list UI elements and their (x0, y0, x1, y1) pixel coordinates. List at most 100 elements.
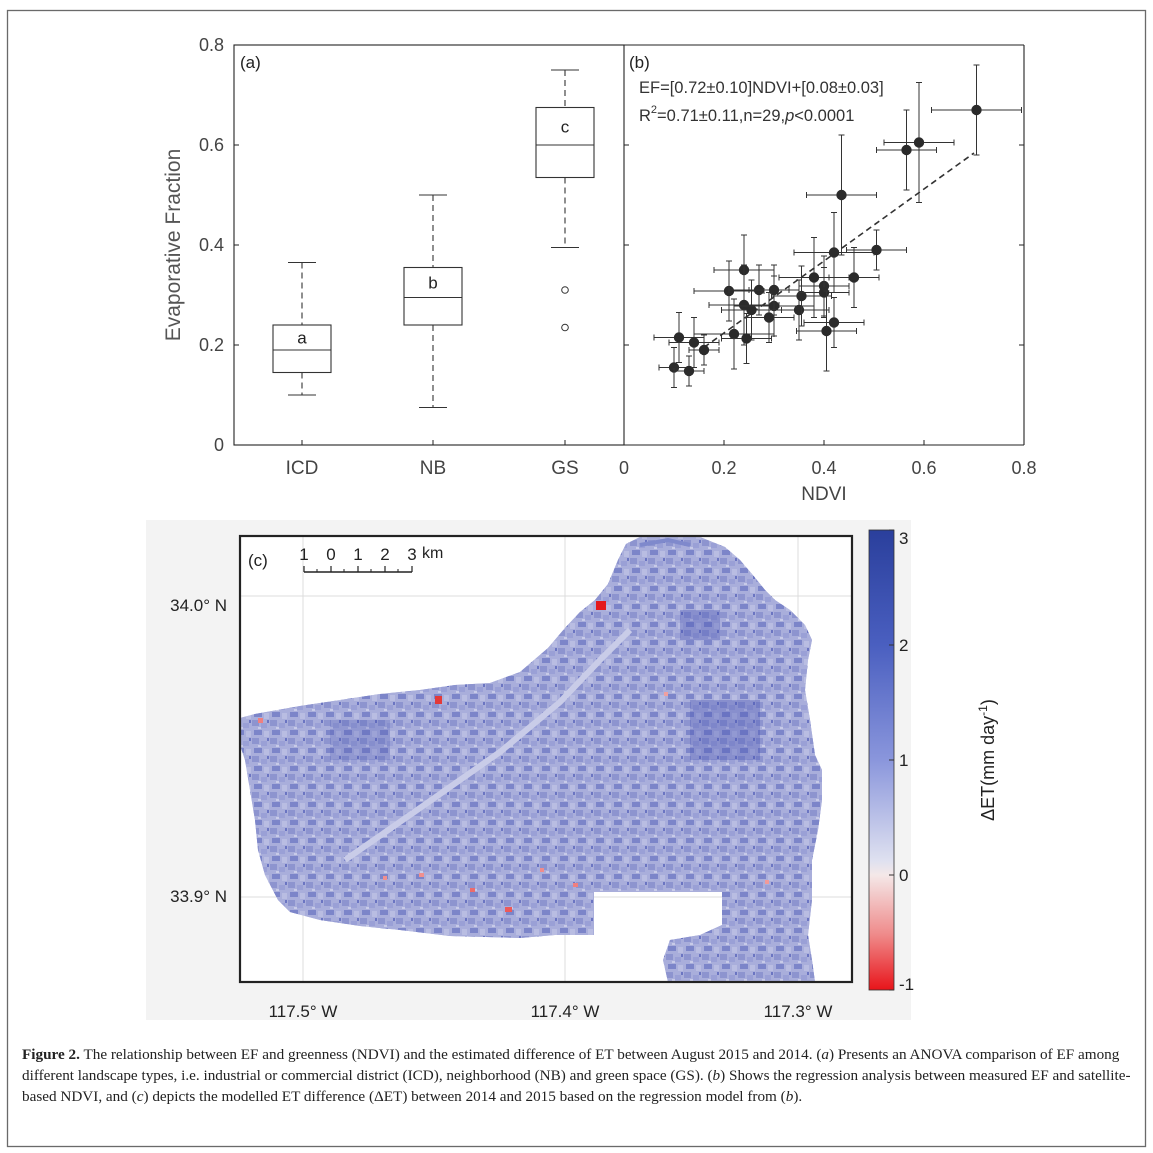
point-marker (818, 287, 830, 298)
hotspot (470, 888, 475, 892)
y-tick-label: 0.4 (199, 235, 224, 255)
scale-unit: km (422, 545, 443, 562)
iqr-box (403, 266, 463, 326)
data-point (688, 334, 720, 366)
caption-text: ) Shows the regression analysis between … (22, 1067, 1131, 1105)
figure-number: Figure 2. (22, 1046, 80, 1063)
r-symbol: R (639, 107, 651, 125)
scale-number: 0 (326, 545, 335, 564)
figure-caption: Figure 2. The relationship between EF an… (22, 1044, 1137, 1107)
scale-number: 3 (407, 545, 416, 564)
delta-et-raster (240, 537, 822, 982)
hotspot (596, 601, 606, 610)
x-tick-label: 0.6 (911, 458, 936, 478)
data-point (828, 247, 880, 308)
colorbar-label: ΔET(mm day-1) (976, 699, 998, 821)
point-marker (698, 344, 710, 356)
data-point (658, 347, 690, 388)
caption-ref-b: b (785, 1088, 794, 1105)
data-point (693, 298, 775, 370)
colorbar-tick-label: 1 (899, 751, 908, 770)
point-marker (673, 332, 685, 343)
colorbar-tick-label: 2 (899, 636, 908, 655)
box-nb: b (403, 194, 463, 409)
point-marker (763, 312, 775, 323)
significance-letter: a (297, 329, 307, 348)
regression-stats: R2=0.71±0.11,n=29,p<0.0001 (639, 104, 854, 125)
data-point (721, 313, 772, 364)
longitude-label: 117.5° W (269, 1002, 338, 1021)
colorbar (868, 529, 895, 991)
scale-number: 1 (299, 545, 308, 564)
data-point (748, 264, 800, 316)
data-point (793, 212, 875, 293)
point-marker (901, 144, 912, 156)
scale-number: 1 (353, 545, 362, 564)
caption-text: The relationship between EF and greennes… (79, 1046, 822, 1063)
colorbar-label-sup: -1 (976, 705, 990, 716)
y-tick-label: 0.6 (199, 135, 224, 155)
point-marker (793, 304, 805, 316)
point-marker (808, 272, 820, 283)
point-marker (728, 328, 740, 340)
data-point (883, 82, 955, 203)
hotspot (573, 883, 578, 887)
x-axis-label: NDVI (801, 484, 846, 505)
colorbar-label-end: ) (978, 699, 998, 705)
point-marker (821, 325, 832, 337)
caption-ref-c: c (136, 1088, 144, 1105)
point-marker (971, 104, 982, 116)
panel-a-boxplot: (a) Evaporative Fraction 0 0.2 0.4 0.6 0.8 I… (162, 35, 625, 479)
y-axis-label: Evaporative Fraction (162, 149, 185, 342)
y-tick-label: 0.2 (199, 335, 224, 355)
x-tick-label: GS (551, 458, 578, 479)
y-tick-label: 0.8 (199, 35, 224, 55)
caption-text: ) depicts the modelled ET difference (ΔE… (143, 1088, 786, 1105)
hotspot (383, 876, 387, 880)
regression-line (703, 152, 975, 349)
hotspot (419, 873, 424, 877)
panel-c-label: (c) (248, 551, 268, 570)
panel-a-label: (a) (240, 53, 261, 72)
panel-b-label: (b) (629, 53, 650, 72)
iqr-box (272, 324, 332, 374)
point-marker (688, 337, 700, 348)
caption-text: ). (793, 1088, 803, 1105)
x-tick-label: 0.8 (1011, 458, 1036, 478)
outlier (561, 323, 569, 332)
data-point (846, 229, 907, 271)
data-point (876, 109, 937, 191)
map-frame (238, 534, 854, 984)
colorbar-tick-label: 0 (899, 866, 908, 885)
significance-letter: c (561, 117, 570, 136)
regression-equation: EF=[0.72±0.10]NDVI+[0.08±0.03] (639, 79, 884, 97)
colorbar-tick-label: 3 (899, 529, 908, 548)
box-gs: c (535, 69, 595, 332)
page-border (6, 9, 1147, 1148)
longitude-label: 117.4° W (531, 1002, 600, 1021)
colorbar-tick-label: -1 (899, 975, 914, 994)
panel-b-scatter: (b) EF=[0.72±0.10]NDVI+[0.08±0.03] R2=0.… (619, 44, 1037, 505)
r2-value: =0.71±0.11,n=29, (657, 107, 785, 125)
data-point (668, 317, 720, 368)
point-marker (871, 244, 882, 256)
point-marker (738, 299, 750, 311)
outlier (561, 286, 569, 294)
point-marker (768, 284, 780, 296)
x-tick-label: 0 (619, 458, 629, 478)
x-tick-label: ICD (286, 458, 319, 479)
point-marker (913, 137, 925, 148)
point-marker (683, 365, 695, 377)
data-point (653, 312, 705, 363)
point-marker (741, 333, 752, 344)
x-tick-label: 0.2 (711, 458, 736, 478)
north-road (639, 537, 691, 547)
hotspot (505, 907, 512, 912)
point-marker (836, 189, 847, 201)
r-superscript: 2 (651, 104, 657, 116)
colorbar-label-main: ΔET(mm day (978, 716, 998, 821)
point-marker (828, 317, 840, 328)
x-tick-label: NB (420, 458, 446, 479)
